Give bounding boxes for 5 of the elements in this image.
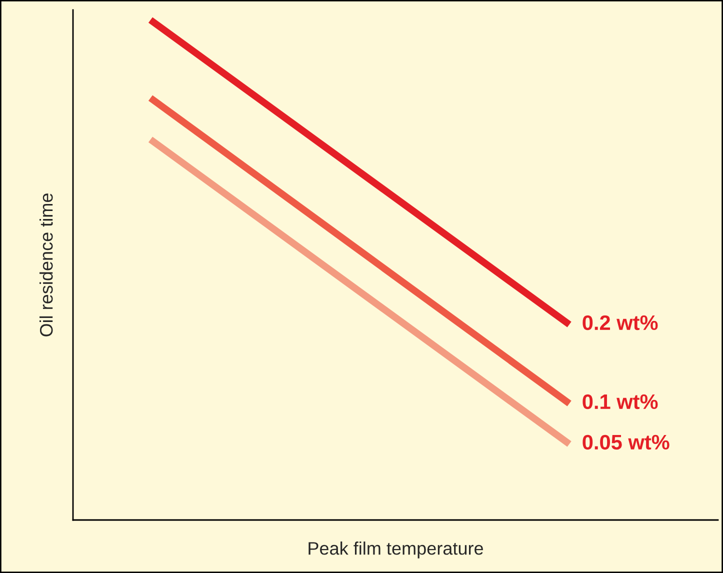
series-label: 0.1 wt% bbox=[582, 394, 658, 410]
x-axis-title: Peak film temperature bbox=[308, 542, 484, 558]
series-label: 0.05 wt% bbox=[582, 434, 670, 450]
series-label: 0.2 wt% bbox=[582, 315, 658, 330]
y-axis-title: Oil residence time bbox=[40, 194, 53, 336]
